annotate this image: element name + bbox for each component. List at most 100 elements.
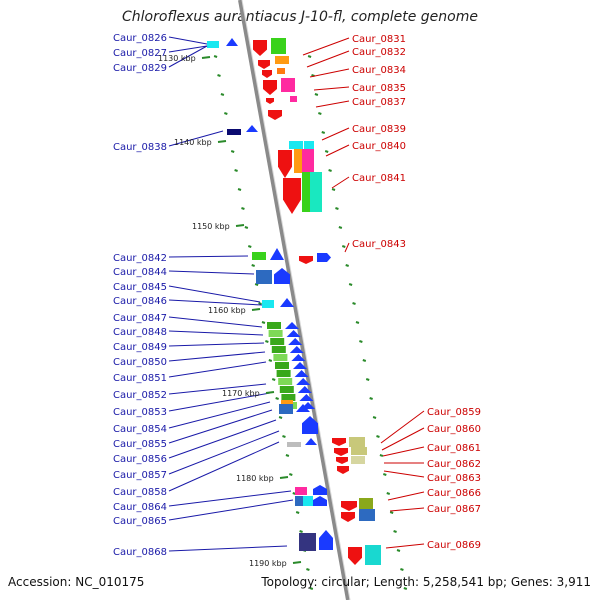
gene-triangle xyxy=(296,404,310,412)
tick-outer xyxy=(341,245,346,248)
tick-outer xyxy=(335,207,339,210)
left-leader-line xyxy=(168,499,294,521)
left-leader-line xyxy=(168,255,249,258)
gene-arrow-up xyxy=(274,268,290,284)
gene-arrow-down xyxy=(334,448,348,456)
tick-inner xyxy=(285,454,290,457)
right-leader-line xyxy=(380,410,425,444)
genome-backbone xyxy=(238,0,350,600)
gene-triangle xyxy=(270,248,284,260)
left-gene-label: Caur_0849 xyxy=(113,342,167,353)
tick-outer xyxy=(379,454,384,457)
gene-block xyxy=(359,498,373,509)
right-gene-label: Caur_0843 xyxy=(352,239,406,250)
tick-inner xyxy=(299,530,303,533)
gene-arrow-down xyxy=(299,256,313,264)
gene-triangle xyxy=(291,354,306,361)
label-leaders xyxy=(168,36,425,552)
gene-block xyxy=(289,141,303,149)
gene-triangle xyxy=(296,378,311,385)
gene-arrow-forward xyxy=(317,253,331,262)
left-leader-line xyxy=(168,419,277,459)
tick-outer xyxy=(376,435,380,438)
gene-arrow-up xyxy=(302,416,318,434)
gene-block xyxy=(349,437,365,447)
left-gene-label: Caur_0854 xyxy=(113,424,167,435)
gene-triangle xyxy=(297,386,312,393)
gene-triangle xyxy=(286,330,301,337)
left-gene-label: Caur_0827 xyxy=(113,48,167,59)
genome-title: Chloroflexus aurantiacus J-10-fl, comple… xyxy=(122,9,478,25)
gene-arrow-down xyxy=(278,150,292,178)
tick-outer xyxy=(389,511,394,514)
right-leader-line xyxy=(389,507,425,512)
left-leader-line xyxy=(168,441,280,492)
tick-inner xyxy=(295,511,300,514)
tick-inner xyxy=(306,568,310,571)
right-leader-line xyxy=(313,86,350,91)
tick-outer xyxy=(307,55,312,58)
tick-inner xyxy=(275,397,279,400)
gene-block-green xyxy=(276,370,291,377)
right-gene-label: Caur_0861 xyxy=(427,443,481,454)
tick-outer xyxy=(369,397,373,400)
tick-outer xyxy=(383,473,387,476)
tick-outer xyxy=(359,340,363,343)
right-gene-label: Caur_0835 xyxy=(352,83,406,94)
tick-inner xyxy=(251,264,256,267)
gene-triangle xyxy=(246,125,258,132)
gene-block-green xyxy=(279,386,294,393)
kbp-tick xyxy=(251,308,261,311)
gene-block-green xyxy=(278,378,293,385)
gene-block xyxy=(275,56,289,64)
tick-outer xyxy=(348,283,353,286)
tick-outer xyxy=(318,112,322,115)
right-gene-label: Caur_0839 xyxy=(352,124,406,135)
tick-inner xyxy=(224,112,228,115)
gene-triangle xyxy=(289,346,304,353)
left-leader-line xyxy=(168,36,208,45)
right-leader-line xyxy=(309,68,350,78)
left-gene-label: Caur_0850 xyxy=(113,357,167,368)
gene-block xyxy=(294,149,304,173)
right-gene-label: Caur_0832 xyxy=(352,47,406,58)
gene-block xyxy=(281,78,295,92)
right-leader-line xyxy=(385,543,425,549)
tick-inner xyxy=(278,416,283,419)
backbone-highlight xyxy=(241,0,351,600)
gene-block xyxy=(271,38,286,54)
right-leader-line xyxy=(387,491,425,501)
left-gene-label: Caur_0826 xyxy=(113,33,167,44)
left-gene-label: Caur_0852 xyxy=(113,390,167,401)
left-leader-line xyxy=(168,45,208,68)
gene-arrow-down xyxy=(262,70,272,78)
gene-arrow-down xyxy=(341,512,355,522)
tick-inner xyxy=(244,226,249,229)
left-gene-label: Caur_0829 xyxy=(113,63,167,74)
left-leader-line xyxy=(168,299,263,306)
gene-block xyxy=(287,442,301,447)
left-gene-label: Caur_0847 xyxy=(113,313,167,324)
left-leader-line xyxy=(168,330,264,336)
tick-outer xyxy=(345,264,350,267)
right-gene-label: Caur_0862 xyxy=(427,459,481,470)
tick-inner xyxy=(237,188,242,191)
gene-triangle xyxy=(294,370,309,377)
kbp-labels: 1130 kbp 1140 kbp 1150 kbp 1160 kbp 1170 kbp… xyxy=(158,54,302,568)
left-leader-line xyxy=(168,490,292,507)
left-gene-label: Caur_0845 xyxy=(113,282,167,293)
tick-inner xyxy=(241,207,245,210)
right-gene-label: Caur_0860 xyxy=(427,424,481,435)
gene-block xyxy=(295,496,307,506)
kbp-label: 1190 kbp xyxy=(249,559,287,568)
tick-inner xyxy=(309,587,314,590)
right-gene-label: Caur_0869 xyxy=(427,540,481,551)
left-leader-line xyxy=(168,270,255,275)
left-leader-line xyxy=(168,401,271,429)
right-leader-line xyxy=(381,427,425,451)
left-leader-line xyxy=(168,545,288,552)
gene-arrow-down xyxy=(332,438,346,446)
right-leader-line xyxy=(306,50,350,68)
gene-block-green xyxy=(267,322,281,329)
left-leader-line xyxy=(168,351,266,362)
